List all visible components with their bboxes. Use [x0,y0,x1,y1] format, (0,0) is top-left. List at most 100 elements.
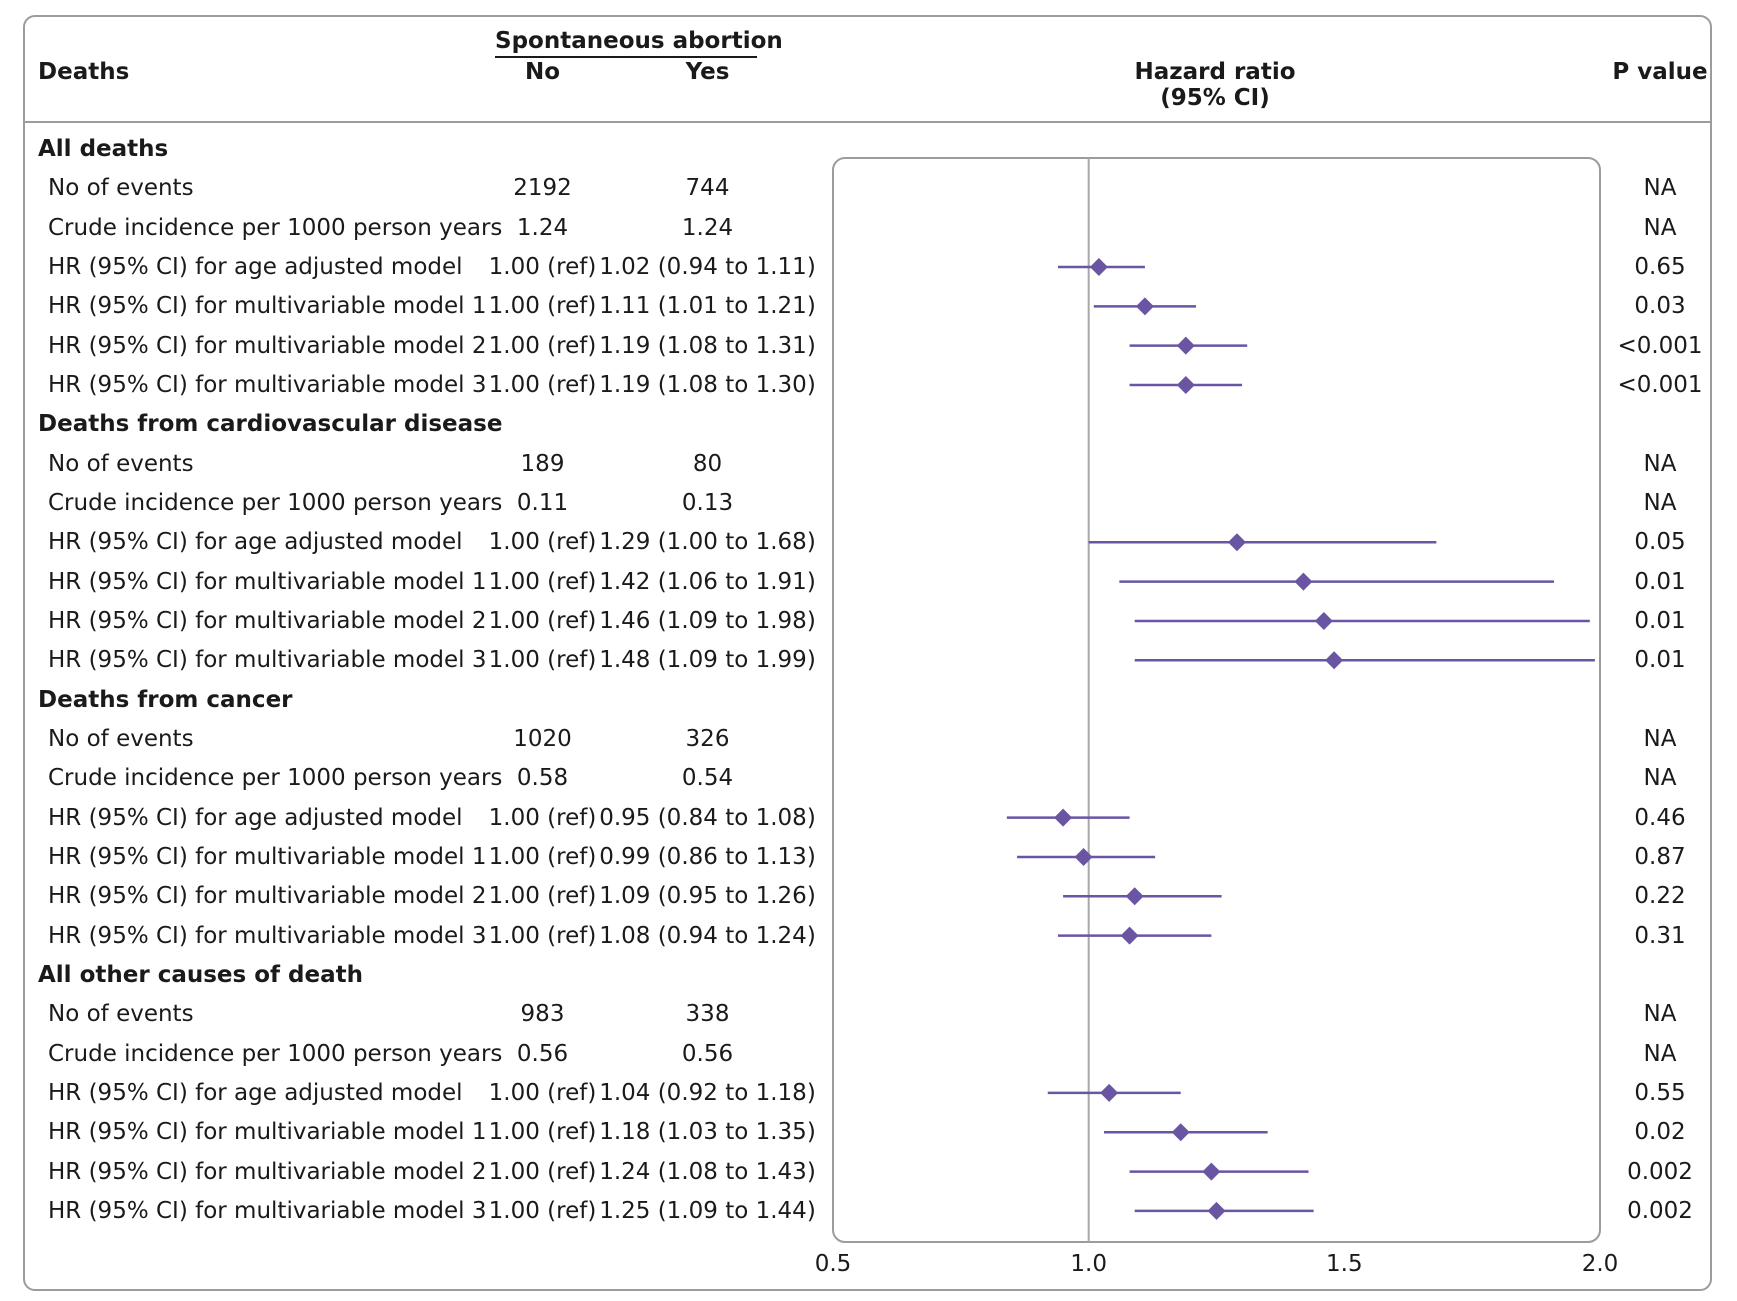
cell-yes: 0.95 (0.84 to 1.08) [599,804,816,831]
header-yes: Yes [685,59,730,85]
cell-p-value: 0.002 [1627,1158,1693,1185]
hr-point-marker [1054,808,1073,827]
cell-yes: 0.56 [681,1040,734,1067]
cell-yes: 1.42 (1.06 to 1.91) [599,568,816,595]
cell-no: 1.00 (ref) [488,883,597,910]
table-row: No of events 189 80 NA [0,446,1737,482]
cell-no: 1.00 (ref) [488,1079,597,1106]
row-label: HR (95% CI) for multivariable model 3 [48,922,487,949]
row-label: HR (95% CI) for multivariable model 2 [48,1158,487,1185]
cell-no: 1.00 (ref) [488,253,597,280]
x-tick-label: 2.0 [1582,1251,1619,1277]
cell-yes: 338 [685,1001,730,1028]
header-spontaneous-abortion: Spontaneous abortion [495,28,783,54]
cell-p-value: 0.05 [1634,529,1686,556]
table-row: HR (95% CI) for age adjusted model 1.00 (… [0,524,1737,560]
table-row: HR (95% CI) for multivariable model 2 1.0… [0,878,1737,914]
hr-point-marker [1325,651,1344,670]
row-label: HR (95% CI) for multivariable model 1 [48,293,487,320]
cell-p-value: 0.01 [1634,647,1686,674]
cell-p-value: <0.001 [1617,371,1703,398]
table-row: HR (95% CI) for multivariable model 2 1.0… [0,603,1737,639]
header-no: No [524,59,561,85]
plot-area-frame [832,157,1601,1243]
table-row: Crude incidence per 1000 person years 1.2… [0,210,1737,246]
hr-point-marker [1089,257,1108,276]
section-title: Deaths from cardiovascular disease [38,411,503,438]
cell-p-value: NA [1643,175,1677,202]
cell-yes: 1.25 (1.09 to 1.44) [599,1197,816,1224]
table-row: HR (95% CI) for multivariable model 1 1.0… [0,288,1737,324]
table-row: HR (95% CI) for multivariable model 3 1.0… [0,1193,1737,1229]
row-label: No of events [48,450,194,477]
cell-p-value: NA [1643,1040,1677,1067]
header-hazard-ratio: Hazard ratio [1134,59,1296,85]
header-group-underline [495,56,757,58]
header-divider [23,121,1712,123]
x-tick-label: 1.0 [1070,1251,1107,1277]
cell-p-value: NA [1643,765,1677,792]
row-label: No of events [48,1001,194,1028]
table-row: No of events 2192 744 NA [0,170,1737,206]
row-label: Crude incidence per 1000 person years [48,489,503,516]
hr-point-marker [1100,1083,1119,1102]
row-label: Crude incidence per 1000 person years [48,765,503,792]
cell-p-value: NA [1643,450,1677,477]
cell-yes: 1.19 (1.08 to 1.31) [599,332,816,359]
table-row: HR (95% CI) for multivariable model 1 1.0… [0,1114,1737,1150]
cell-p-value: 0.01 [1634,568,1686,595]
table-row: Crude incidence per 1000 person years 0.1… [0,485,1737,521]
cell-no: 1.00 (ref) [488,568,597,595]
cell-yes: 1.04 (0.92 to 1.18) [599,1079,816,1106]
cell-no: 189 [520,450,565,477]
cell-yes: 1.24 (1.08 to 1.43) [599,1158,816,1185]
table-row: HR (95% CI) for multivariable model 1 1.0… [0,839,1737,875]
table-row: HR (95% CI) for multivariable model 2 1.0… [0,328,1737,364]
cell-p-value: 0.46 [1634,804,1686,831]
cell-yes: 1.48 (1.09 to 1.99) [599,647,816,674]
table-row: HR (95% CI) for age adjusted model 1.00 (… [0,1075,1737,1111]
section-title: All other causes of death [38,961,363,988]
cell-yes: 1.08 (0.94 to 1.24) [599,922,816,949]
row-label: No of events [48,175,194,202]
cell-yes: 0.54 [681,765,734,792]
row-label: HR (95% CI) for multivariable model 3 [48,647,487,674]
section-title: Deaths from cancer [38,686,293,713]
x-tick-label: 0.5 [815,1251,852,1277]
cell-yes: 0.99 (0.86 to 1.13) [599,843,816,870]
cell-no: 1.00 (ref) [488,1119,597,1146]
table-row: HR (95% CI) for multivariable model 3 1.0… [0,642,1737,678]
cell-no: 1.00 (ref) [488,1158,597,1185]
cell-yes: 326 [685,725,730,752]
hr-point-marker [1176,336,1195,355]
section-header: All deaths [0,131,1737,167]
row-label: HR (95% CI) for age adjusted model [48,253,463,280]
cell-p-value: 0.02 [1634,1119,1686,1146]
cell-no: 1.00 (ref) [488,607,597,634]
hr-point-marker [1176,375,1195,394]
header-deaths: Deaths [38,59,130,85]
cell-p-value: <0.001 [1617,332,1703,359]
cell-no: 983 [520,1001,565,1028]
section-header: Deaths from cardiovascular disease [0,406,1737,442]
header-hazard-ratio-ci: (95% CI) [1160,85,1270,111]
cell-p-value: 0.55 [1634,1079,1686,1106]
table-row: HR (95% CI) for age adjusted model 1.00 (… [0,249,1737,285]
row-label: HR (95% CI) for multivariable model 2 [48,607,487,634]
hr-point-marker [1171,1123,1190,1142]
row-label: HR (95% CI) for age adjusted model [48,1079,463,1106]
cell-p-value: 0.03 [1634,293,1686,320]
cell-no: 1.00 (ref) [488,332,597,359]
table-row: No of events 1020 326 NA [0,721,1737,757]
table-row: HR (95% CI) for multivariable model 3 1.0… [0,918,1737,954]
cell-p-value: 0.87 [1634,843,1686,870]
cell-no: 1.00 (ref) [488,293,597,320]
cell-no: 1.00 (ref) [488,371,597,398]
row-label: HR (95% CI) for age adjusted model [48,529,463,556]
cell-p-value: 0.22 [1634,883,1686,910]
row-label: No of events [48,725,194,752]
table-row: HR (95% CI) for age adjusted model 1.00 (… [0,800,1737,836]
table-row: Crude incidence per 1000 person years 0.5… [0,1036,1737,1072]
hr-point-marker [1227,533,1246,552]
cell-p-value: NA [1643,1001,1677,1028]
